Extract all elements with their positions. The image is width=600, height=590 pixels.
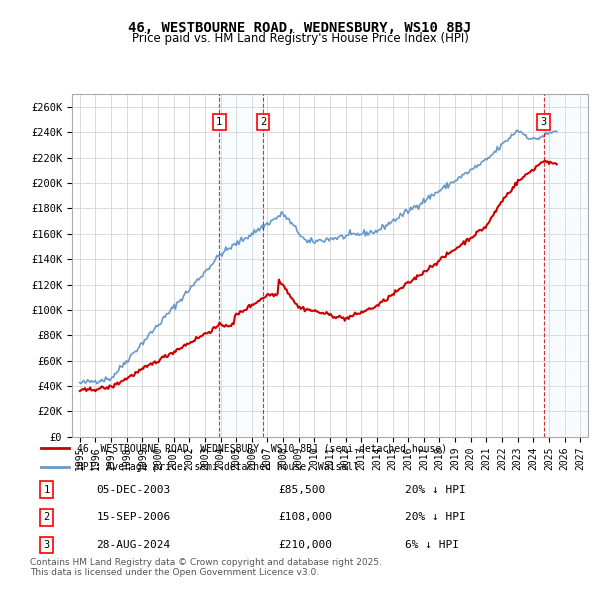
Text: 3: 3 <box>541 117 547 127</box>
Text: 46, WESTBOURNE ROAD, WEDNESBURY, WS10 8BJ (semi-detached house): 46, WESTBOURNE ROAD, WEDNESBURY, WS10 8B… <box>77 443 447 453</box>
Bar <box>544 94 588 437</box>
Text: 28-AUG-2024: 28-AUG-2024 <box>96 540 170 550</box>
Text: 05-DEC-2003: 05-DEC-2003 <box>96 484 170 494</box>
Text: 46, WESTBOURNE ROAD, WEDNESBURY, WS10 8BJ: 46, WESTBOURNE ROAD, WEDNESBURY, WS10 8B… <box>128 21 472 35</box>
Bar <box>219 94 263 437</box>
Text: 1: 1 <box>216 117 223 127</box>
Text: 3: 3 <box>43 540 50 550</box>
Text: £210,000: £210,000 <box>278 540 332 550</box>
Text: 1: 1 <box>43 484 50 494</box>
Text: 20% ↓ HPI: 20% ↓ HPI <box>406 512 466 522</box>
Text: Contains HM Land Registry data © Crown copyright and database right 2025.
This d: Contains HM Land Registry data © Crown c… <box>30 558 382 577</box>
Text: 2: 2 <box>43 512 50 522</box>
Text: HPI: Average price, semi-detached house, Walsall: HPI: Average price, semi-detached house,… <box>77 463 359 472</box>
Text: £108,000: £108,000 <box>278 512 332 522</box>
Text: £85,500: £85,500 <box>278 484 326 494</box>
Text: 15-SEP-2006: 15-SEP-2006 <box>96 512 170 522</box>
Text: 2: 2 <box>260 117 266 127</box>
Text: 20% ↓ HPI: 20% ↓ HPI <box>406 484 466 494</box>
Text: 6% ↓ HPI: 6% ↓ HPI <box>406 540 460 550</box>
Text: Price paid vs. HM Land Registry's House Price Index (HPI): Price paid vs. HM Land Registry's House … <box>131 32 469 45</box>
